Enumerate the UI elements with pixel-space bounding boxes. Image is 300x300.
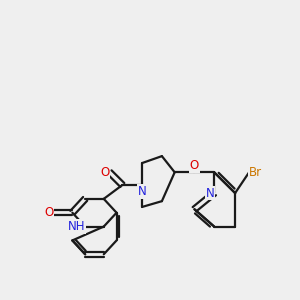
Text: Br: Br [249, 166, 262, 179]
Text: N: N [138, 185, 146, 198]
Text: O: O [100, 166, 110, 179]
Text: NH: NH [68, 220, 85, 233]
Text: N: N [206, 187, 214, 200]
Text: O: O [190, 159, 199, 172]
Text: O: O [44, 206, 54, 219]
